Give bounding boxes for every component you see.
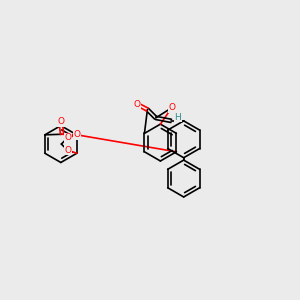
Text: O: O <box>64 146 71 154</box>
Text: O: O <box>64 134 71 142</box>
Text: O: O <box>168 103 175 112</box>
Text: O: O <box>134 100 140 109</box>
Text: O: O <box>74 130 80 139</box>
Text: H: H <box>174 113 181 122</box>
Text: O: O <box>57 117 64 126</box>
